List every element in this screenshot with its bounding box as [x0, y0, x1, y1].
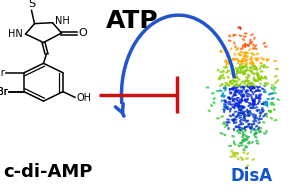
- Text: S: S: [28, 0, 35, 9]
- Text: Br: Br: [0, 68, 4, 78]
- Text: Br: Br: [0, 87, 8, 97]
- Text: HN: HN: [8, 29, 22, 39]
- Text: DisA: DisA: [231, 167, 273, 185]
- Text: c-di-AMP: c-di-AMP: [3, 163, 92, 181]
- Text: O: O: [78, 28, 87, 38]
- Text: OH: OH: [76, 93, 92, 103]
- Text: ATP: ATP: [106, 9, 158, 33]
- Text: NH: NH: [56, 16, 70, 26]
- Text: Br: Br: [0, 87, 8, 97]
